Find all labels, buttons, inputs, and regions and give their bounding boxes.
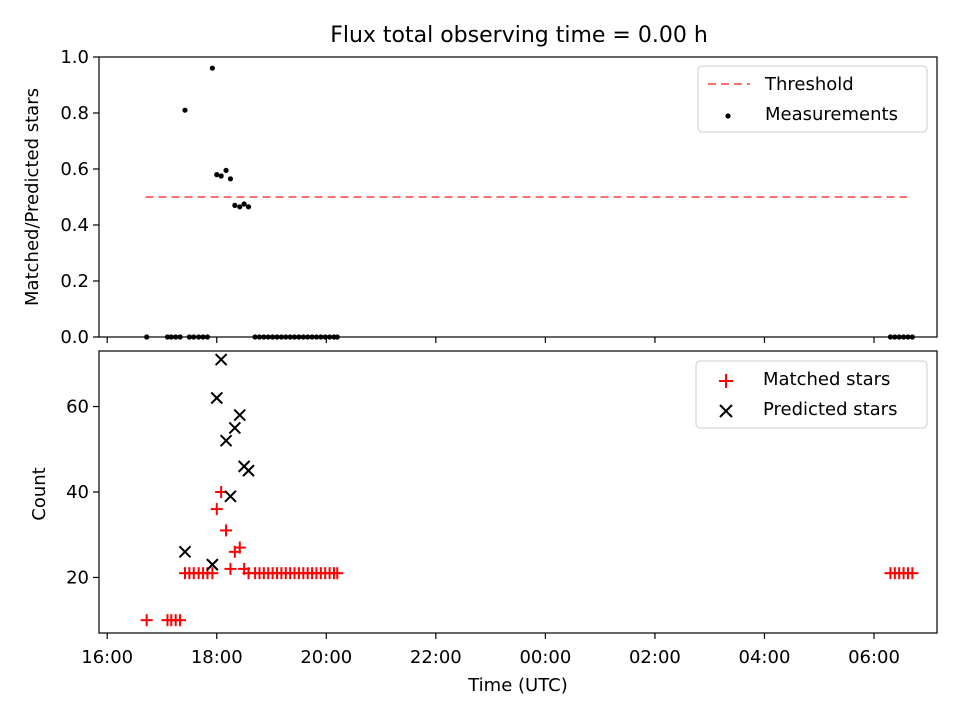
matched-star-point — [220, 524, 233, 537]
measurement-point — [223, 167, 229, 173]
predicted-star-point — [210, 391, 223, 405]
predicted-star-point — [242, 464, 255, 477]
measurement-point — [237, 204, 243, 210]
bottom-x-ticks: 16:00 18:00 20:00 22:00 00:00 02:00 04:00 06:00 — [81, 633, 900, 668]
x-tick-label: 00:00 — [519, 647, 571, 668]
legend-matched-label: Matched stars — [763, 369, 890, 390]
top-y-tick-label: 1.0 — [60, 47, 89, 68]
bottom-y-ticks: 20 40 60 — [66, 397, 99, 588]
matched-star-point — [210, 503, 223, 516]
matched-star-point — [233, 541, 246, 554]
bottom-y-tick-label: 40 — [66, 482, 89, 503]
top-y-tick-label: 0.0 — [60, 327, 89, 348]
x-tick-label: 06:00 — [848, 647, 900, 668]
figure-title: Flux total observing time = 0.00 h — [330, 23, 708, 48]
measurement-point — [182, 107, 188, 113]
x-tick-label: 18:00 — [191, 647, 243, 668]
bottom-y-tick-label: 60 — [66, 397, 89, 418]
matched-star-point — [224, 562, 237, 575]
top-y-axis-label: Matched/Predicted stars — [22, 88, 43, 306]
predicted-star-point — [233, 408, 246, 422]
top-axes-frame — [98, 56, 938, 338]
bottom-panel: 20 40 60 16:00 18:00 20:00 22:00 00:00 02:00 04:… — [29, 350, 938, 696]
measurement-point — [245, 204, 252, 210]
measurement-point — [214, 172, 220, 178]
legend-predicted-swatch — [719, 404, 733, 418]
legend-predicted-label: Predicted stars — [763, 399, 897, 420]
top-x-ticks — [106, 337, 875, 343]
top-legend-box — [697, 65, 928, 133]
bottom-legend-box — [695, 360, 928, 429]
matched-star-point — [206, 567, 219, 580]
legend-matched-swatch — [719, 374, 733, 388]
matched-star-point — [140, 614, 153, 627]
predicted-star-point — [228, 421, 242, 435]
predicted-star-point — [214, 353, 228, 366]
predicted-star-point — [178, 545, 192, 559]
predicted-star-point — [206, 558, 219, 571]
bottom-y-axis-label: Count — [29, 467, 50, 520]
top-y-tick-label: 0.8 — [60, 103, 89, 124]
top-y-tick-label: 0.2 — [60, 271, 89, 292]
predicted-star-point — [219, 434, 233, 447]
legend-measurements-swatch — [725, 113, 731, 119]
bottom-y-tick-label: 20 — [66, 567, 89, 588]
x-tick-label: 22:00 — [410, 647, 462, 668]
x-tick-label: 20:00 — [300, 647, 352, 668]
measurement-point — [209, 65, 215, 71]
matched-star-point — [906, 567, 919, 580]
top-y-ticks: 0.0 0.2 0.4 0.6 0.8 1.0 — [60, 47, 99, 348]
top-y-tick-label: 0.6 — [60, 159, 89, 180]
measurement-point — [241, 201, 247, 207]
top-panel: 0.0 0.2 0.4 0.6 0.8 1.0 Matched/Predicted sta… — [22, 47, 938, 348]
predicted-star-point — [224, 490, 237, 503]
x-tick-label: 16:00 — [81, 647, 133, 668]
matched-star-point — [174, 614, 187, 627]
legend-threshold-label: Threshold — [764, 74, 854, 95]
legend-measurements-label: Measurements — [765, 104, 898, 125]
measurement-point — [227, 176, 234, 182]
x-tick-label: 04:00 — [739, 647, 791, 668]
top-y-tick-label: 0.4 — [60, 215, 89, 236]
measurement-point — [218, 173, 224, 179]
measurement-point — [232, 202, 238, 208]
bottom-legend: Matched stars Predicted stars — [695, 360, 928, 429]
x-tick-label: 02:00 — [629, 647, 681, 668]
matched-star-point — [331, 567, 344, 580]
x-axis-label: Time (UTC) — [467, 675, 568, 696]
bottom-plot-marks — [140, 353, 919, 627]
top-legend: Threshold Measurements — [697, 65, 928, 133]
